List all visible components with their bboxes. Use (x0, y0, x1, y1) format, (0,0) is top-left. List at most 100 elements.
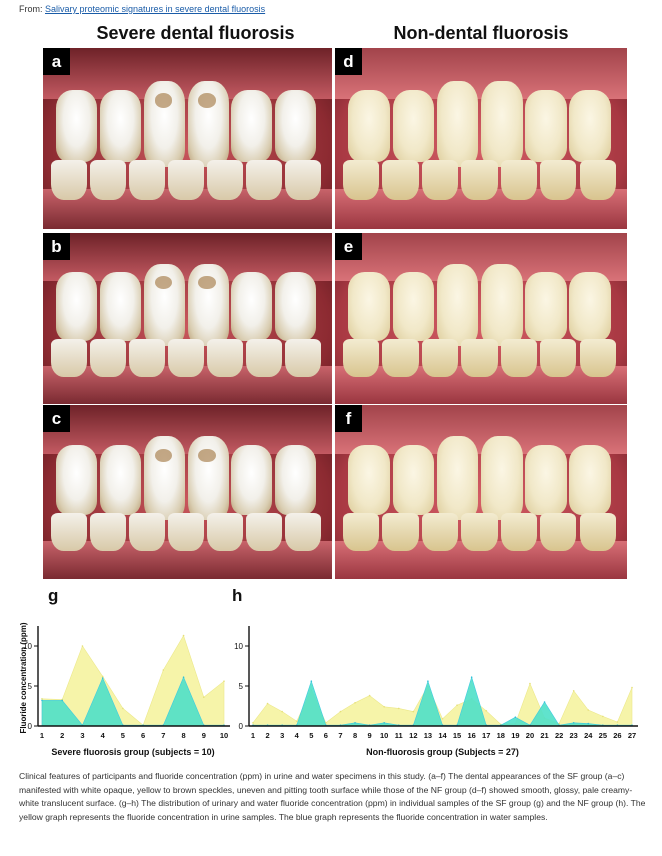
data-point-urine (122, 707, 124, 710)
series-water-area (252, 676, 633, 727)
data-point-urine (368, 694, 371, 697)
data-point-urine (339, 710, 342, 713)
x-tick-label: 9 (368, 731, 372, 740)
y-axis-title: Fluoride concentration (ppm) (19, 622, 28, 733)
data-point-water (354, 722, 356, 724)
data-point-urine (281, 710, 283, 713)
x-axis-title: Severe fluorosis group (subjects = 10) (51, 747, 214, 757)
data-point-water (41, 699, 43, 702)
x-tick-label: 5 (121, 731, 125, 740)
data-point-urine (266, 702, 269, 705)
data-point-urine (616, 721, 619, 723)
data-point-urine (572, 690, 575, 692)
x-tick-label: 26 (613, 731, 621, 740)
chart-h-label: h (232, 586, 243, 605)
x-tick-label: 5 (309, 731, 313, 740)
x-tick-label: 20 (526, 731, 534, 740)
data-point-water (572, 722, 575, 724)
data-point-water (61, 699, 64, 702)
chart-g-label: g (48, 586, 59, 605)
panel-letter-f: f (335, 405, 362, 432)
x-tick-label: 12 (409, 731, 417, 740)
x-tick-label: 21 (540, 731, 548, 740)
data-point-urine (631, 686, 633, 689)
x-tick-label: 7 (161, 731, 165, 740)
data-point-water (310, 680, 313, 682)
data-point-urine (182, 634, 185, 637)
x-tick-label: 23 (570, 731, 578, 740)
data-point-urine (529, 682, 531, 685)
data-point-urine (81, 645, 84, 647)
x-axis-title: Non-fluorosis group (Subjects = 27) (366, 747, 519, 757)
y-tick-label: 10 (23, 642, 32, 651)
data-point-urine (383, 706, 385, 708)
y-tick-label: 5 (239, 682, 244, 691)
source-line: From: Salivary proteomic signatures in s… (19, 4, 265, 14)
data-point-urine (456, 704, 458, 706)
data-point-water (470, 676, 473, 678)
x-tick-label: 27 (628, 731, 636, 740)
right-column-title: Non-dental fluorosis (393, 23, 569, 43)
data-point-water (514, 716, 517, 718)
x-tick-label: 19 (511, 731, 519, 740)
data-point-water (427, 680, 429, 682)
x-tick-label: 8 (181, 731, 185, 740)
data-point-urine (412, 710, 415, 713)
data-point-urine (202, 696, 205, 698)
x-tick-label: 4 (101, 731, 106, 740)
dental-photo-e: e (335, 233, 627, 404)
x-tick-label: 6 (141, 731, 145, 740)
x-tick-label: 15 (453, 731, 461, 740)
x-tick-label: 24 (584, 731, 593, 740)
article-link[interactable]: Salivary proteomic signatures in severe … (45, 4, 266, 14)
x-tick-label: 10 (380, 731, 388, 740)
x-tick-label: 10 (220, 731, 228, 740)
data-point-urine (252, 722, 254, 724)
x-tick-label: 3 (80, 731, 84, 740)
data-point-water (101, 677, 104, 679)
dental-photo-b: b (43, 233, 332, 404)
x-tick-label: 6 (324, 731, 328, 740)
panel-letter-c: c (43, 405, 70, 432)
dental-photo-a: a (43, 48, 332, 229)
data-point-urine (41, 698, 43, 700)
chart-g: 0 5 10 1 2 3 4 5 6 7 8 9 10 Severe fluorosis group (s… (19, 622, 230, 757)
x-tick-label: 11 (395, 731, 403, 740)
from-label: From: (19, 4, 43, 14)
x-tick-label: 2 (60, 731, 64, 740)
data-point-urine (441, 718, 444, 720)
data-point-urine (602, 715, 604, 718)
dental-photo-d: d (335, 48, 627, 229)
data-point-urine (223, 680, 225, 682)
data-point-water (182, 676, 185, 678)
x-tick-label: 2 (265, 731, 269, 740)
data-point-urine (295, 720, 298, 722)
x-tick-label: 16 (467, 731, 475, 740)
x-tick-label: 25 (599, 731, 607, 740)
left-column-title: Severe dental fluorosis (96, 23, 295, 43)
y-tick-label: 0 (239, 722, 244, 731)
panel-letter-d: d (335, 48, 362, 75)
data-point-water (383, 722, 385, 724)
x-tick-label: 22 (555, 731, 563, 740)
figure-caption: Clinical features of participants and fl… (19, 771, 646, 823)
x-tick-label: 13 (424, 731, 432, 740)
x-tick-label: 17 (482, 731, 490, 740)
data-point-urine (354, 702, 356, 704)
panel-letter-a: a (43, 48, 70, 75)
dental-photo-c: c (43, 405, 332, 579)
data-point-water (587, 722, 590, 725)
data-point-urine (162, 669, 165, 671)
x-tick-label: 7 (338, 731, 342, 740)
x-tick-label: 18 (497, 731, 505, 740)
y-tick-label: 5 (28, 682, 33, 691)
data-point-urine (587, 709, 590, 711)
data-point-urine (101, 675, 104, 678)
x-tick-label: 14 (438, 731, 447, 740)
x-tick-label: 3 (280, 731, 284, 740)
x-tick-label: 4 (295, 731, 300, 740)
x-tick-label: 1 (251, 731, 255, 740)
data-point-urine (485, 710, 488, 712)
y-tick-label: 0 (28, 722, 33, 731)
